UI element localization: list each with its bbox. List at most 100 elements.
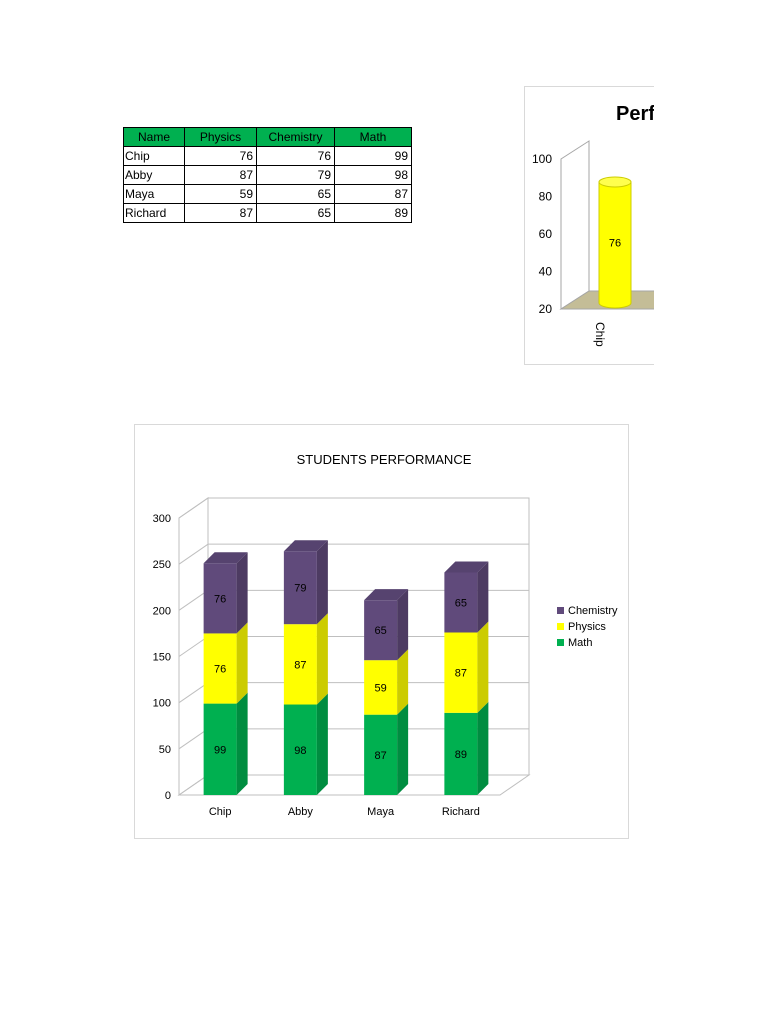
performance-chart-svg: Perf 20 40 60 80 100 76 Chip [524, 86, 654, 365]
legend-label: Physics [568, 621, 606, 633]
cell-chemistry: 65 [256, 203, 335, 223]
bar-top [283, 540, 328, 552]
x-tick-label: Maya [367, 806, 395, 818]
cell-name: Chip [123, 146, 185, 166]
x-tick-label: Chip [593, 322, 607, 347]
gridline-side [178, 497, 209, 519]
bar-top [364, 589, 409, 601]
cell-physics: 59 [184, 184, 257, 204]
data-label: 65 [375, 625, 387, 637]
bar-side [397, 649, 409, 715]
y-tick-label: 100 [153, 698, 171, 710]
chart-title: STUDENTS PERFORMANCE [297, 452, 472, 467]
header-name: Name [123, 127, 185, 147]
x-tick-label: Chip [209, 806, 232, 818]
cell-chemistry: 76 [256, 146, 335, 166]
bar-side [236, 692, 248, 795]
data-label: 65 [455, 597, 467, 609]
bar-side [316, 693, 328, 795]
table-row: Abby 87 79 98 [123, 165, 412, 185]
bar-side [236, 622, 248, 704]
y-tick-label: 20 [539, 302, 553, 316]
bar-side [477, 701, 489, 795]
data-label: 87 [294, 659, 306, 671]
bar-segment-chemistry [203, 552, 248, 634]
bar-front [203, 703, 237, 795]
cell-math: 87 [334, 184, 412, 204]
data-label: 76 [214, 593, 226, 605]
bar-front [283, 624, 317, 705]
cell-physics: 87 [184, 165, 257, 185]
bar-top [444, 561, 489, 573]
bar-segment-physics [364, 649, 409, 715]
data-label: 79 [294, 583, 306, 595]
y-tick-label: 50 [159, 744, 171, 756]
cell-chemistry: 79 [256, 165, 335, 185]
y-tick-label: 40 [539, 265, 553, 279]
bar-segment-physics [283, 613, 328, 705]
bar-front [444, 712, 478, 795]
bar-front [364, 600, 398, 661]
bar-side [397, 589, 409, 661]
bar-segment-chemistry [283, 540, 328, 625]
gridline-side [178, 636, 209, 657]
legend-swatch-chemistry [557, 607, 564, 614]
table-row: Richard 87 65 89 [123, 203, 412, 223]
cell-chemistry: 65 [256, 184, 335, 204]
bar-segment-chemistry [444, 561, 489, 633]
bar-front [283, 551, 317, 625]
header-physics: Physics [184, 127, 257, 147]
data-label: 87 [455, 668, 467, 680]
legend-label: Math [568, 637, 592, 649]
cell-name: Abby [123, 165, 185, 185]
cell-name: Richard [123, 203, 185, 223]
gridline-side [178, 774, 209, 796]
bar-side [477, 561, 489, 633]
cell-name: Maya [123, 184, 185, 204]
bar-segment-math [283, 693, 328, 795]
bar-side [316, 540, 328, 625]
students-performance-chart: STUDENTS PERFORMANCE 0 50 100 150 200 250 300 99… [134, 424, 629, 839]
cell-physics: 87 [184, 203, 257, 223]
cell-math: 99 [334, 146, 412, 166]
data-label: 59 [375, 682, 387, 694]
y-tick-label: 250 [153, 559, 171, 571]
bar-front [203, 633, 237, 704]
bar-front [283, 704, 317, 795]
table-header-row: Name Physics Chemistry Math [123, 127, 412, 147]
performance-chart-cropped: Perf 20 40 60 80 100 76 Chip [524, 86, 654, 365]
y-tick-label: 100 [532, 152, 552, 166]
bar-front [203, 563, 237, 634]
table-row: Maya 59 65 87 [123, 184, 412, 204]
bar-cylinder [598, 181, 632, 309]
cell-math: 98 [334, 165, 412, 185]
bar-segment-math [364, 703, 409, 795]
data-label: 76 [609, 238, 621, 250]
bar-side [397, 703, 409, 795]
x-tick-label: Richard [442, 806, 480, 818]
gridline-side [178, 728, 209, 750]
bar-segment-math [203, 692, 248, 795]
bar-front [364, 714, 398, 795]
y-tick-label: 150 [153, 652, 171, 664]
y-tick-label: 200 [153, 605, 171, 617]
y-tick-label: 0 [165, 790, 171, 802]
cell-physics: 76 [184, 146, 257, 166]
data-table: Name Physics Chemistry Math Chip 76 76 9… [123, 127, 412, 223]
y-tick-label: 60 [539, 227, 553, 241]
gridline-side [178, 682, 209, 704]
legend-label: Chemistry [568, 605, 618, 617]
bar-segment-physics [444, 621, 489, 713]
bar-segment-math [444, 701, 489, 795]
table-row: Chip 76 76 99 [123, 146, 412, 166]
bar-side [477, 621, 489, 713]
bar-side [236, 552, 248, 634]
bar-front [444, 632, 478, 713]
x-tick-label: Abby [288, 806, 314, 818]
data-label: 89 [455, 749, 467, 761]
bar-top [203, 552, 248, 564]
header-chemistry: Chemistry [256, 127, 335, 147]
data-label: 87 [375, 750, 387, 762]
gridline-side [178, 589, 209, 611]
chart-title: Perf [616, 103, 654, 125]
